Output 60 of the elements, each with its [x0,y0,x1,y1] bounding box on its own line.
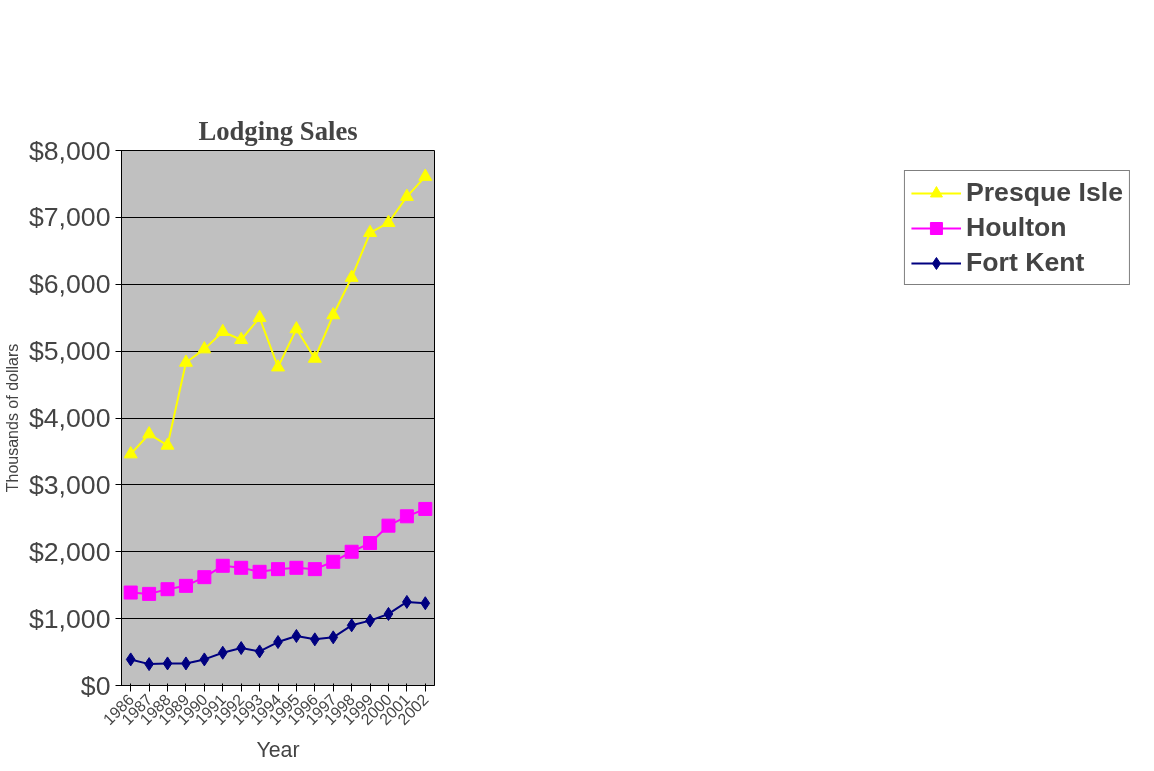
point [252,564,267,579]
point [271,359,285,372]
y-tick-label: $2,000 [28,536,111,567]
point [383,606,394,621]
point [363,224,378,238]
point [160,437,175,450]
point [217,645,228,660]
point [326,554,341,569]
point [344,269,359,282]
point [125,652,136,667]
point [309,632,320,647]
y-tick-label: $3,000 [28,469,111,500]
point [271,562,285,577]
y-tick-label: $7,000 [28,202,111,233]
y-tick-label: $4,000 [28,403,111,433]
point [178,354,193,367]
legend-label: Houlton [965,212,1067,243]
point [346,618,357,633]
y-tick-label: $8,000 [28,135,111,166]
point [289,321,304,334]
point [420,596,431,611]
point [252,309,267,322]
point [234,331,249,345]
x-axis-title: Year [256,738,300,763]
point [418,501,433,516]
point [328,630,339,645]
point [291,629,302,644]
point [399,188,414,201]
point [178,578,193,593]
point [307,562,322,577]
point [197,341,212,354]
point [254,644,265,659]
point [160,582,175,597]
point [142,586,157,601]
point [215,558,230,573]
point [381,518,396,533]
point [381,214,396,227]
point [199,652,210,667]
point [162,656,173,671]
point [142,426,157,439]
point [236,641,247,656]
y-tick-label: $1,000 [28,603,111,634]
chart-title: Lodging Sales [198,115,358,146]
legend-label: Presque Isle [965,177,1123,208]
legend-label: Fort Kent [965,247,1085,278]
y-axis-title: Thousands of dollars [3,343,21,493]
point [215,323,230,336]
point [289,560,304,575]
y-tick-label: $5,000 [28,336,111,367]
point [399,509,414,524]
y-tick-label: $6,000 [28,269,111,300]
point [326,307,341,320]
point [197,570,212,585]
point [234,560,249,575]
point [344,544,359,559]
point [123,446,138,459]
point [123,585,138,600]
point [307,350,322,363]
point [418,168,433,181]
point [363,536,378,551]
